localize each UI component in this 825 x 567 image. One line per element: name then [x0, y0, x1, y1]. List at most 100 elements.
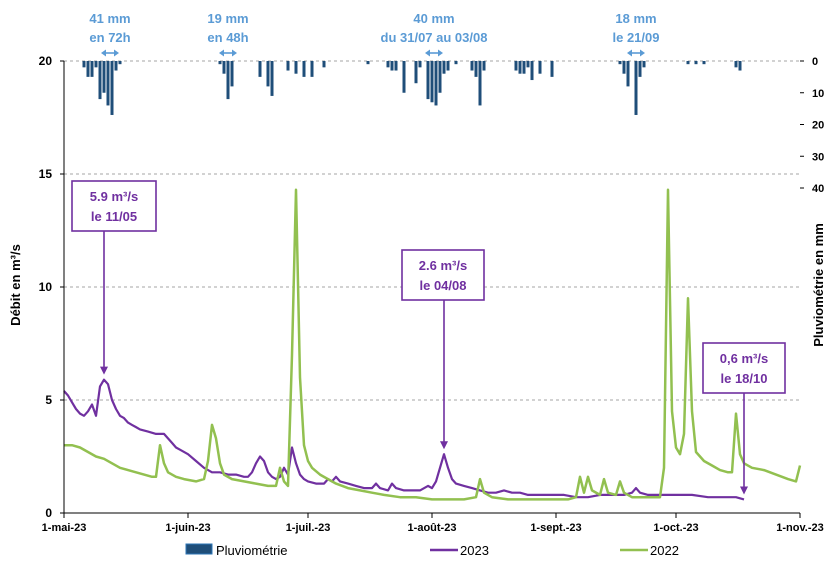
- y-axis-label: Débit en m³/s: [8, 244, 23, 326]
- rain-bar: [98, 61, 102, 100]
- rain-bar: [426, 61, 430, 100]
- rain-bar: [694, 61, 698, 65]
- legend-label: 2022: [650, 543, 679, 558]
- peak-annotations: 5.9 m³/s le 11/05 2.6 m³/s le 04/08 0,6 m³/s…: [71, 180, 786, 495]
- y-tick-label: 20: [39, 54, 53, 68]
- rain-bar: [118, 61, 122, 65]
- x-tick-label: 1-oct.-23: [653, 522, 698, 534]
- rain-bar: [446, 61, 450, 71]
- series-line-2022: [64, 188, 802, 501]
- arrow-head-left: [219, 49, 224, 57]
- rain-bar: [82, 61, 86, 68]
- rain-bar: [226, 61, 230, 100]
- rain-bar: [622, 61, 626, 74]
- annotation-box: [702, 342, 786, 394]
- arrow-head-left: [101, 49, 106, 57]
- rain-bar: [522, 61, 526, 74]
- x-axis-ticks: 1-mai-23 1-juin-23 1-juil.-23 1-août-23 1-se…: [42, 513, 824, 534]
- rain-bar: [482, 61, 486, 71]
- rain-bar: [230, 61, 234, 87]
- rain-bar: [442, 61, 446, 74]
- series-lines: [63, 188, 802, 501]
- series-line-2023: [63, 378, 745, 501]
- rain-bar: [322, 61, 326, 68]
- annotation-arrow-head: [100, 366, 108, 375]
- annotation-date: le 04/08: [420, 278, 467, 293]
- annotation-arrow-head: [740, 486, 748, 495]
- annotation-value: 0,6 m³/s: [720, 351, 768, 366]
- rain-bar: [618, 61, 622, 65]
- annotation-value: 2.6 m³/s: [419, 258, 467, 273]
- annotation-arrow-head: [440, 441, 448, 450]
- rain-bar: [302, 61, 306, 77]
- y-tick-label: 15: [39, 167, 53, 181]
- rain-bar: [550, 61, 554, 77]
- x-tick-label: 1-juil.-23: [286, 522, 331, 534]
- rain-event-amount: 19 mm: [207, 11, 248, 26]
- rain-bar: [738, 61, 742, 71]
- legend: Pluviométrie 2023 2022: [185, 543, 679, 558]
- rain-bar: [106, 61, 110, 106]
- arrow-head-left: [627, 49, 632, 57]
- rain-event-amount: 40 mm: [413, 11, 454, 26]
- x-tick-label: 1-nov.-23: [776, 522, 823, 534]
- x-tick-label: 1-août-23: [408, 522, 457, 534]
- rain-bar: [434, 61, 438, 106]
- x-tick-label: 1-juin-23: [165, 522, 210, 534]
- rain-bar: [218, 61, 222, 65]
- y2-tick-label: 10: [812, 88, 824, 100]
- rain-bar: [270, 61, 274, 96]
- rain-bar: [294, 61, 298, 74]
- y-tick-label: 5: [45, 393, 52, 407]
- rain-bar: [90, 61, 94, 77]
- rain-bar: [638, 61, 642, 77]
- y-tick-label: 0: [45, 506, 52, 520]
- rainfall-bars: [82, 61, 742, 115]
- annotation-box: [71, 180, 157, 232]
- rain-bar: [734, 61, 738, 68]
- rain-bar: [430, 61, 434, 103]
- rain-bar: [514, 61, 518, 71]
- rain-bar: [366, 61, 370, 65]
- rain-bar: [110, 61, 114, 115]
- legend-swatch-bar: [185, 543, 213, 555]
- rain-bar: [390, 61, 394, 71]
- annotation-value: 5.9 m³/s: [90, 189, 138, 204]
- legend-label: 2023: [460, 543, 489, 558]
- rain-bar: [538, 61, 542, 74]
- arrow-head-left: [425, 49, 430, 57]
- rain-bar: [266, 61, 270, 87]
- rain-event-period: en 48h: [207, 30, 248, 45]
- rain-bar: [634, 61, 638, 115]
- arrow-head-right: [438, 49, 443, 57]
- rain-bar: [686, 61, 690, 65]
- y2-tick-label: 30: [812, 151, 824, 163]
- rain-bar: [258, 61, 262, 77]
- rain-bar: [414, 61, 418, 84]
- rain-event-amount: 18 mm: [615, 11, 656, 26]
- rain-bar: [438, 61, 442, 93]
- rain-bar: [402, 61, 406, 93]
- rain-event-period: en 72h: [89, 30, 130, 45]
- rain-bar: [286, 61, 290, 71]
- arrow-head-right: [114, 49, 119, 57]
- rain-bar: [702, 61, 706, 65]
- y-tick-label: 10: [39, 280, 53, 294]
- annotation-box: [401, 249, 485, 301]
- rain-event-period: du 31/07 au 03/08: [381, 30, 488, 45]
- rain-bar: [470, 61, 474, 71]
- rain-bar: [394, 61, 398, 71]
- rain-bar: [530, 61, 534, 81]
- y2-axis-label: Pluviométrie en mm: [811, 223, 825, 347]
- rain-bar: [454, 61, 458, 65]
- arrow-head-right: [232, 49, 237, 57]
- y2-tick-label: 20: [812, 120, 824, 132]
- annotation-date: le 18/10: [721, 371, 768, 386]
- x-tick-label: 1-sept.-23: [530, 522, 581, 534]
- y2-tick-label: 0: [812, 56, 818, 68]
- rain-bar: [386, 61, 390, 68]
- rain-bar: [518, 61, 522, 74]
- rain-bar: [418, 61, 422, 68]
- rain-bar: [474, 61, 478, 77]
